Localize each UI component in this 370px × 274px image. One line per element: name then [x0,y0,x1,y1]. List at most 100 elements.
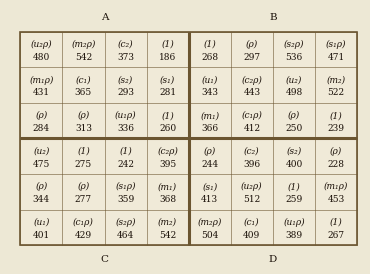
Bar [231,32,273,67]
Text: (s₁ρ): (s₁ρ) [326,40,346,49]
Text: 250: 250 [285,124,303,133]
Bar [273,32,315,67]
Bar [63,103,104,138]
Bar [147,138,189,174]
Text: 336: 336 [117,124,134,133]
Text: (ρ): (ρ) [35,111,47,120]
Text: (c₂ρ): (c₂ρ) [241,75,262,84]
Text: 453: 453 [327,195,344,204]
Text: (m₂ρ): (m₂ρ) [71,40,96,49]
Text: 284: 284 [33,124,50,133]
Text: (ρ): (ρ) [77,182,90,191]
Text: 268: 268 [201,53,218,62]
Bar [315,32,357,67]
Bar [189,138,231,174]
Text: (m₂ρ): (m₂ρ) [198,218,222,227]
Text: (s₂ρ): (s₂ρ) [115,218,136,227]
Bar [104,138,147,174]
Text: 504: 504 [201,231,218,240]
Bar [20,103,63,138]
Text: (m₁): (m₁) [200,111,219,120]
Text: 373: 373 [117,53,134,62]
Text: (m₁ρ): (m₁ρ) [29,75,54,84]
Bar [315,138,357,174]
Text: (1): (1) [77,147,90,156]
Text: 259: 259 [285,195,303,204]
Bar [147,67,189,103]
Text: 536: 536 [285,53,303,62]
Text: 275: 275 [75,159,92,169]
Text: 498: 498 [285,88,303,97]
Text: 267: 267 [327,231,344,240]
Text: 475: 475 [33,159,50,169]
Bar [20,67,63,103]
Text: 443: 443 [243,88,260,97]
Text: 413: 413 [201,195,218,204]
Bar [63,138,104,174]
Bar [63,32,104,67]
Text: (s₂): (s₂) [118,75,133,84]
Bar [273,174,315,210]
Text: (u₂): (u₂) [286,75,302,84]
Text: (1): (1) [287,182,300,191]
Text: (u₁): (u₁) [202,75,218,84]
Text: (1): (1) [330,111,342,120]
Text: (c₂ρ): (c₂ρ) [157,147,178,156]
Text: 429: 429 [75,231,92,240]
Text: (ρ): (ρ) [35,182,47,191]
Bar [147,210,189,245]
Text: (m₁ρ): (m₁ρ) [324,182,348,191]
Text: (u₁ρ): (u₁ρ) [115,111,137,120]
Text: (c₁ρ): (c₁ρ) [73,218,94,227]
Text: 396: 396 [243,159,260,169]
Bar [231,210,273,245]
Text: 343: 343 [201,88,218,97]
Text: (ρ): (ρ) [330,147,342,156]
Bar [231,67,273,103]
Text: (m₂): (m₂) [326,75,346,84]
Text: (u₁): (u₁) [33,218,50,227]
Text: 542: 542 [75,53,92,62]
Bar [273,67,315,103]
Bar [104,174,147,210]
Bar [63,67,104,103]
Text: (s₁): (s₁) [160,75,175,84]
Bar [147,103,189,138]
Text: (c₂): (c₂) [244,147,260,156]
Text: (ρ): (ρ) [288,111,300,120]
Text: A: A [101,13,108,22]
Text: (s₁): (s₁) [202,182,217,191]
Text: 400: 400 [285,159,303,169]
Text: 471: 471 [327,53,344,62]
Bar [20,174,63,210]
Text: 395: 395 [159,159,176,169]
Text: 365: 365 [75,88,92,97]
Text: (1): (1) [330,218,342,227]
Text: 186: 186 [159,53,176,62]
Text: 464: 464 [117,231,134,240]
Text: 389: 389 [285,231,303,240]
Text: 512: 512 [243,195,260,204]
Bar [231,103,273,138]
Text: (1): (1) [161,40,174,49]
Text: 480: 480 [33,53,50,62]
Text: 542: 542 [159,231,176,240]
Text: C: C [101,255,108,264]
Bar [147,174,189,210]
Text: (u₁ρ): (u₁ρ) [283,218,305,227]
Bar [189,210,231,245]
Text: 239: 239 [327,124,344,133]
Text: 277: 277 [75,195,92,204]
Text: 260: 260 [159,124,176,133]
Text: (c₂): (c₂) [118,40,133,49]
Text: 244: 244 [201,159,218,169]
Text: 242: 242 [117,159,134,169]
Bar [315,67,357,103]
Text: (m₁): (m₁) [158,182,177,191]
Bar [273,103,315,138]
Bar [104,210,147,245]
Text: 293: 293 [117,88,134,97]
Text: (s₂ρ): (s₂ρ) [284,40,304,49]
Text: 368: 368 [159,195,176,204]
Text: (u₂ρ): (u₂ρ) [31,40,52,49]
